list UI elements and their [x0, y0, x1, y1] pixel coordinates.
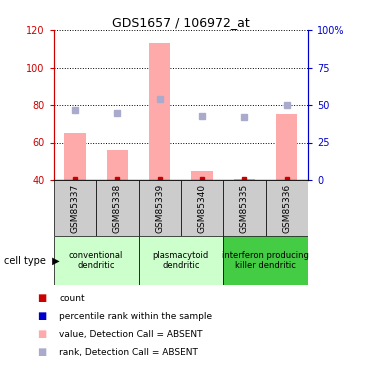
Text: GSM85336: GSM85336	[282, 183, 291, 233]
Text: conventional
dendritic: conventional dendritic	[69, 251, 123, 270]
Bar	[234, 179, 255, 180]
Text: percentile rank within the sample: percentile rank within the sample	[59, 312, 213, 321]
Text: GSM85337: GSM85337	[70, 183, 79, 233]
Text: count: count	[59, 294, 85, 303]
Text: GSM85339: GSM85339	[155, 183, 164, 233]
Text: plasmacytoid
dendritic: plasmacytoid dendritic	[153, 251, 209, 270]
Text: interferon producing
killer dendritic: interferon producing killer dendritic	[222, 251, 309, 270]
Bar	[191, 171, 213, 180]
Text: value, Detection Call = ABSENT: value, Detection Call = ABSENT	[59, 330, 203, 339]
Text: ■: ■	[37, 329, 46, 339]
Bar	[223, 236, 308, 285]
Title: GDS1657 / 106972_at: GDS1657 / 106972_at	[112, 16, 250, 29]
Text: cell type  ▶: cell type ▶	[4, 256, 59, 266]
Bar	[138, 180, 181, 236]
Bar	[54, 236, 138, 285]
Bar	[149, 43, 170, 180]
Text: ■: ■	[37, 293, 46, 303]
Bar	[181, 180, 223, 236]
Bar	[276, 114, 297, 180]
Text: GSM85335: GSM85335	[240, 183, 249, 233]
Bar	[266, 180, 308, 236]
Text: ■: ■	[37, 347, 46, 357]
Text: GSM85340: GSM85340	[197, 184, 207, 232]
Bar	[96, 180, 138, 236]
Bar	[65, 133, 86, 180]
Text: ■: ■	[37, 311, 46, 321]
Bar	[54, 180, 96, 236]
Text: rank, Detection Call = ABSENT: rank, Detection Call = ABSENT	[59, 348, 198, 357]
Bar	[107, 150, 128, 180]
Bar	[138, 236, 223, 285]
Bar	[223, 180, 266, 236]
Text: GSM85338: GSM85338	[113, 183, 122, 233]
